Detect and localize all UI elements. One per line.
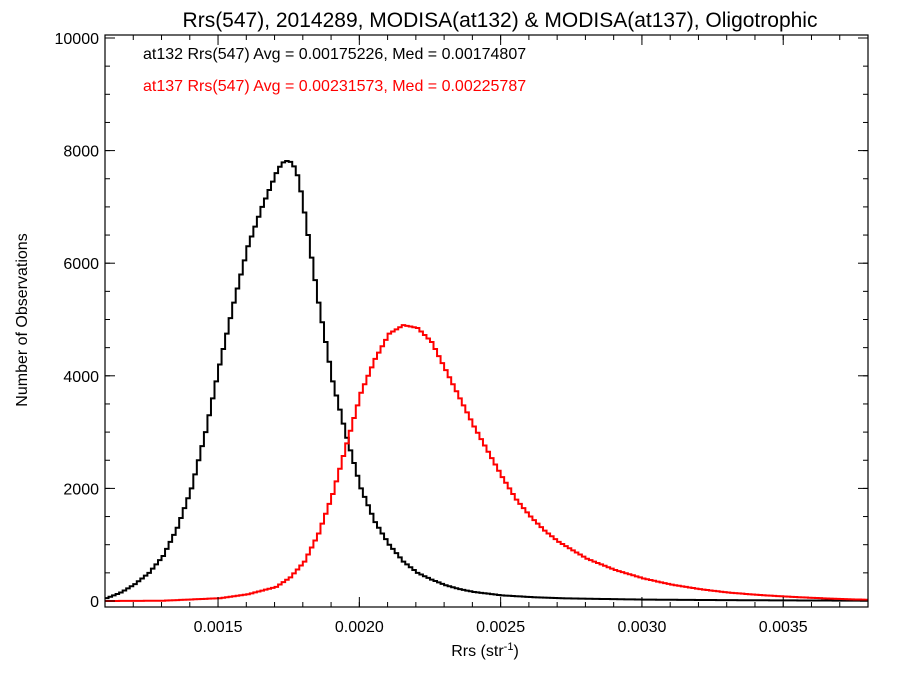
- y-tick-label: 4000: [63, 369, 99, 386]
- plot-frame: [104, 34, 869, 608]
- x-tick-label: 0.0025: [476, 619, 525, 636]
- x-axis-label-close: ): [513, 643, 518, 660]
- x-tick-label: 0.0020: [335, 619, 384, 636]
- chart-title: Rrs(547), 2014289, MODISA(at132) & MODIS…: [183, 9, 818, 32]
- series-at137-line: [105, 324, 868, 602]
- stat-line-at137: at137 Rrs(547) Avg = 0.00231573, Med = 0…: [143, 78, 526, 95]
- y-tick-label: 10000: [55, 31, 100, 48]
- x-axis-label: Rrs (str-1): [451, 641, 519, 660]
- x-axis-label-sup: -1: [504, 641, 514, 653]
- x-tick-label: 0.0035: [759, 619, 808, 636]
- y-axis-label: Number of Observations: [14, 233, 31, 406]
- y-tick-label: 8000: [63, 144, 99, 161]
- y-tick-label: 6000: [63, 256, 99, 273]
- y-tick-label: 2000: [63, 481, 99, 498]
- plot-area: [105, 160, 868, 602]
- y-tick-label: 0: [90, 594, 99, 611]
- stat-line-at132: at132 Rrs(547) Avg = 0.00175226, Med = 0…: [143, 46, 526, 63]
- axes: 0.0015 0.0020 0.0025 0.0030 0.0035 0 2000 4000 6…: [55, 31, 869, 636]
- x-tick-label: 0.0030: [617, 619, 666, 636]
- x-tick-label: 0.0015: [194, 619, 243, 636]
- series-at132-line: [105, 160, 868, 602]
- x-axis-label-main: Rrs (str: [451, 643, 504, 660]
